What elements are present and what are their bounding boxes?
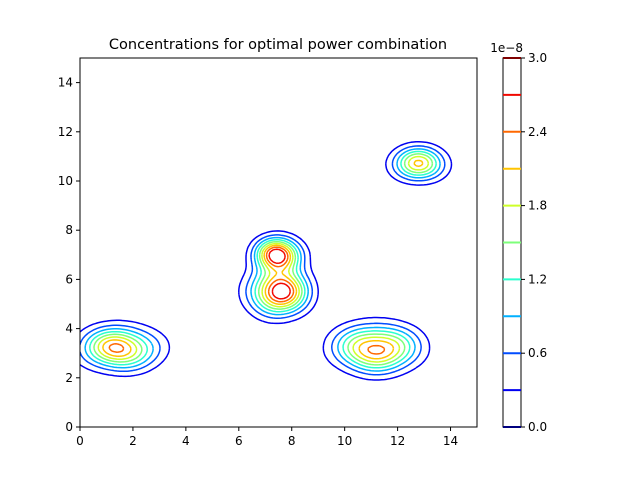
y-tick-label: 6	[65, 272, 73, 286]
y-tick-label: 10	[58, 174, 73, 188]
colorbar-tick-label: 3.0	[528, 51, 547, 65]
y-tick-label: 2	[65, 371, 73, 385]
colorbar-offset-label: 1e−8	[490, 41, 523, 55]
contour-level-7	[102, 159, 424, 360]
x-tick-label: 8	[288, 434, 296, 448]
contour-level-6	[97, 155, 430, 363]
x-tick-label: 10	[337, 434, 352, 448]
x-tick-label: 4	[182, 434, 190, 448]
colorbar-tick-label: 1.2	[528, 272, 547, 286]
y-tick-label: 4	[65, 322, 73, 336]
x-tick-label: 0	[76, 434, 84, 448]
axes: 0 2 4 6 8 10 12 14 0 2 4 6 8 10 12 14	[58, 57, 478, 448]
contour-level-3	[84, 148, 441, 372]
x-tick-label: 14	[443, 434, 458, 448]
colorbar-tick-label: 1.8	[528, 199, 547, 213]
contour-level-2	[80, 145, 446, 376]
contour-level-5	[93, 153, 434, 366]
x-tick-label: 12	[390, 434, 405, 448]
x-tick-label: 6	[235, 434, 243, 448]
contour-level-1	[80, 141, 453, 381]
y-tick-label: 12	[58, 125, 73, 139]
contour-level-4	[89, 150, 437, 369]
plot-area	[80, 141, 453, 381]
colorbar: 0.0 0.6 1.2 1.8 2.4 3.0 1e−8	[490, 41, 547, 434]
contour-level-8	[108, 246, 386, 355]
chart-title: Concentrations for optimal power combina…	[109, 37, 447, 53]
colorbar-tick-label: 2.4	[528, 125, 547, 139]
plot-frame	[79, 57, 478, 428]
colorbar-tick-label: 0.0	[528, 420, 547, 434]
contour-level-9	[268, 248, 291, 300]
y-tick-label: 14	[58, 76, 73, 90]
y-tick-label: 8	[65, 223, 73, 237]
colorbar-tick-label: 0.6	[528, 346, 547, 360]
y-tick-label: 0	[65, 420, 73, 434]
x-tick-label: 2	[129, 434, 137, 448]
contour-lines	[80, 141, 453, 381]
